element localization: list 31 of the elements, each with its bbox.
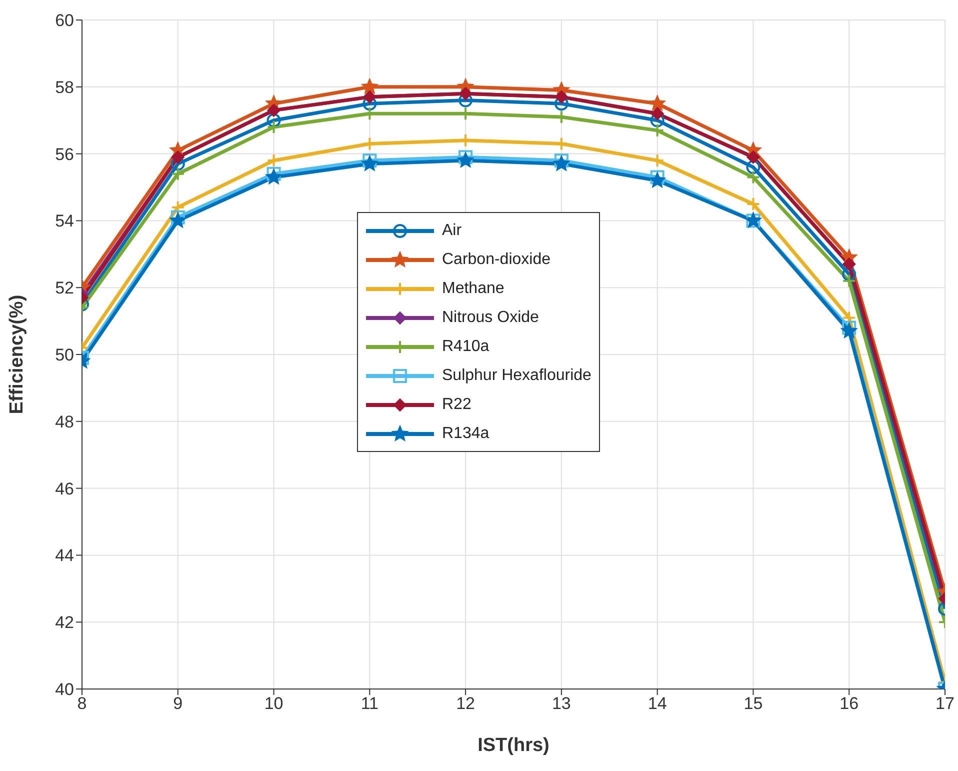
y-tick-label: 40 bbox=[55, 680, 74, 700]
legend-label: R410a bbox=[442, 338, 490, 356]
y-tick-label: 50 bbox=[55, 346, 74, 365]
y-tick-label: 58 bbox=[55, 78, 74, 97]
x-tick-label: 17 bbox=[936, 694, 954, 714]
legend-label: Carbon-dioxide bbox=[442, 250, 551, 268]
x-tick-label: 15 bbox=[744, 694, 763, 714]
y-tick-label: 54 bbox=[55, 212, 74, 231]
legend-label: Nitrous Oxide bbox=[442, 308, 539, 326]
y-tick-label: 44 bbox=[55, 546, 74, 566]
legend-label: R22 bbox=[442, 396, 472, 414]
x-tick-label: 10 bbox=[264, 694, 284, 714]
x-tick-label: 13 bbox=[552, 694, 571, 714]
legend-label: Air bbox=[442, 222, 462, 240]
y-tick-label: 48 bbox=[55, 412, 74, 432]
legend-label: R134a bbox=[442, 424, 490, 442]
x-axis-title: IST(hrs) bbox=[478, 735, 550, 756]
y-axis-title: Efficiency(%) bbox=[6, 294, 28, 414]
y-tick-label: 60 bbox=[55, 11, 74, 30]
x-tick-label: 16 bbox=[840, 694, 859, 714]
y-tick-label: 42 bbox=[55, 613, 74, 632]
x-tick-label: 11 bbox=[360, 694, 378, 714]
x-tick-label: 14 bbox=[648, 694, 667, 714]
x-tick-label: 9 bbox=[173, 694, 183, 714]
legend-label: Methane bbox=[442, 280, 504, 298]
y-tick-label: 56 bbox=[55, 144, 74, 164]
y-tick-label: 52 bbox=[55, 278, 74, 298]
legend-label: Sulphur Hexaflouride bbox=[442, 366, 592, 384]
x-tick-label: 12 bbox=[456, 694, 476, 714]
x-tick-label: 8 bbox=[77, 694, 87, 714]
y-tick-label: 46 bbox=[55, 479, 74, 498]
